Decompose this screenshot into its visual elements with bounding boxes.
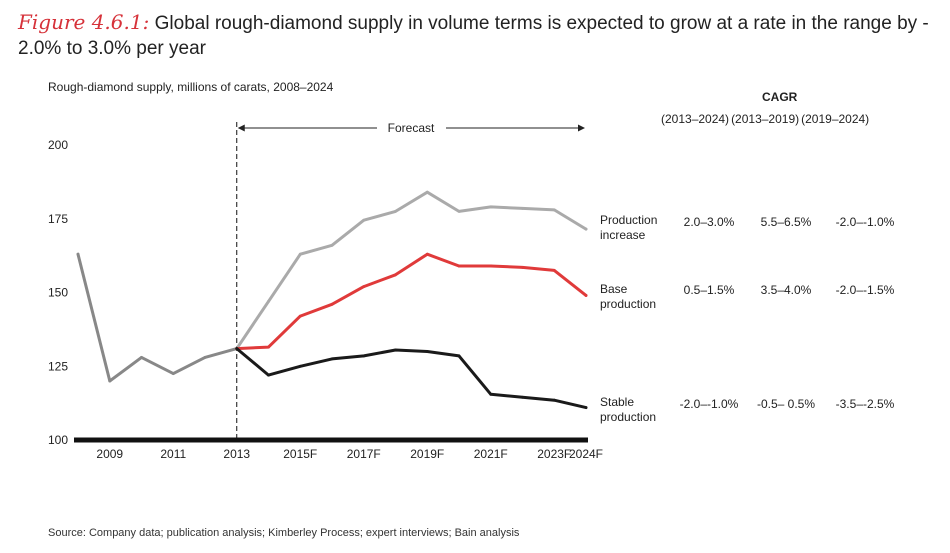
- cagr-stable-production-2013-2019: -0.5– 0.5%: [756, 397, 816, 411]
- point-production-increase-2018: [394, 209, 397, 213]
- label-production-increase: Production increase: [600, 213, 657, 243]
- cagr-period-2: (2013–2019): [731, 112, 800, 126]
- point-stable-production-2013: [235, 347, 239, 350]
- cagr-base-production-2013-2024: 0.5–1.5%: [683, 283, 735, 297]
- cagr-period-3: (2019–2024): [801, 112, 870, 126]
- cagr-periods: (2013–2024) (2013–2019) (2019–2024): [661, 112, 871, 126]
- label-base-production-line2: production: [600, 297, 657, 311]
- series-line-production-increase: [235, 190, 588, 351]
- point-production-increase-2017: [362, 218, 366, 222]
- label-base-production: Base production: [600, 282, 656, 312]
- point-stable-production-2022: [521, 395, 524, 399]
- point-stable-production-2014: [267, 373, 270, 377]
- x-tick-label-2021F: 2021F: [474, 447, 508, 461]
- point-production-increase-2023: [552, 208, 556, 212]
- point-base-production-2015: [298, 314, 302, 318]
- figure-title: Figure 4.6.1: Global rough-diamond suppl…: [18, 10, 933, 61]
- x-tick-label-2011: 2011: [160, 447, 186, 461]
- series-line-historical: [76, 252, 239, 383]
- label-production-increase-line2: increase: [600, 228, 646, 242]
- source-note: Source: Company data; publication analys…: [48, 527, 520, 539]
- label-production-increase-line1: Production: [600, 213, 658, 227]
- x-tick-label-2024F: 2024F: [569, 447, 603, 461]
- x-tick-label-2015F: 2015F: [283, 447, 317, 461]
- point-production-increase-2014: [267, 299, 270, 303]
- y-tick-label-100: 100: [48, 433, 68, 447]
- y-tick-label-175: 175: [48, 212, 68, 226]
- point-stable-production-2015: [298, 364, 302, 368]
- point-production-increase-2016: [330, 243, 334, 247]
- cagr-header: CAGR: [762, 90, 798, 104]
- forecast-arrowhead-left: [237, 124, 245, 132]
- point-stable-production-2017: [362, 354, 366, 358]
- x-tick-label-2017F: 2017F: [347, 447, 381, 461]
- point-base-production-2021: [489, 264, 493, 268]
- cagr-period-1: (2013–2024): [661, 112, 730, 126]
- point-base-production-2023: [552, 268, 556, 272]
- series-line-stable-production: [235, 347, 588, 410]
- point-stable-production-2021: [489, 392, 493, 396]
- point-historical-2011: [171, 372, 175, 376]
- y-tick-label-200: 200: [48, 138, 68, 152]
- figure-number: Figure 4.6.1:: [18, 10, 150, 34]
- cagr-stable-production-2019-2024: -3.5–-2.5%: [835, 397, 895, 411]
- cagr-production-increase-2013-2019: 5.5–6.5%: [760, 215, 812, 229]
- point-stable-production-2018: [394, 348, 397, 352]
- label-base-production-line1: Base: [600, 282, 628, 296]
- point-base-production-2014: [267, 345, 270, 349]
- x-tick-label-2009: 2009: [96, 447, 123, 461]
- point-historical-2012: [203, 356, 207, 359]
- label-stable-production-line2: production: [600, 410, 657, 424]
- point-stable-production-2023: [552, 398, 556, 402]
- point-stable-production-2016: [330, 357, 334, 361]
- chart-subtitle: Rough-diamond supply, millions of carats…: [48, 80, 334, 94]
- point-historical-2009: [108, 379, 112, 383]
- figure-title-text: Global rough-diamond supply in volume te…: [18, 13, 929, 59]
- point-production-increase-2019: [425, 190, 429, 194]
- y-tick-label-125: 125: [48, 359, 68, 373]
- point-production-increase-2022: [521, 207, 524, 210]
- point-historical-2008: [76, 252, 80, 256]
- point-stable-production-2024: [584, 406, 588, 409]
- point-historical-2010: [140, 356, 143, 359]
- cagr-base-production-2019-2024: -2.0–-1.5%: [835, 283, 895, 297]
- point-base-production-2022: [521, 266, 524, 269]
- series-line-base-production: [235, 252, 588, 351]
- point-base-production-2016: [330, 302, 334, 306]
- point-base-production-2017: [362, 285, 366, 288]
- point-production-increase-2021: [489, 205, 493, 209]
- label-stable-production-line1: Stable: [600, 395, 635, 409]
- point-base-production-2018: [394, 273, 397, 277]
- x-tick-label-2019F: 2019F: [410, 447, 444, 461]
- x-tick-label-2023F: 2023F: [537, 447, 571, 461]
- point-base-production-2024: [584, 294, 588, 297]
- forecast-arrowhead-right: [578, 124, 585, 132]
- forecast-label: Forecast: [388, 121, 435, 135]
- cagr-production-increase-2013-2024: 2.0–3.0%: [683, 215, 735, 229]
- point-production-increase-2015: [298, 252, 302, 256]
- point-stable-production-2020: [457, 354, 461, 358]
- point-base-production-2020: [457, 264, 461, 268]
- point-production-increase-2020: [457, 209, 461, 213]
- point-production-increase-2024: [584, 227, 588, 231]
- cagr-stable-production-2013-2024: -2.0–-1.0%: [679, 397, 739, 411]
- label-stable-production: Stable production: [600, 395, 656, 425]
- point-stable-production-2019: [425, 350, 429, 353]
- y-tick-label-150: 150: [48, 286, 68, 300]
- x-tick-label-2013: 2013: [223, 447, 250, 461]
- point-base-production-2019: [425, 252, 429, 256]
- cagr-production-increase-2019-2024: -2.0–-1.0%: [835, 215, 895, 229]
- cagr-base-production-2013-2019: 3.5–4.0%: [760, 283, 812, 297]
